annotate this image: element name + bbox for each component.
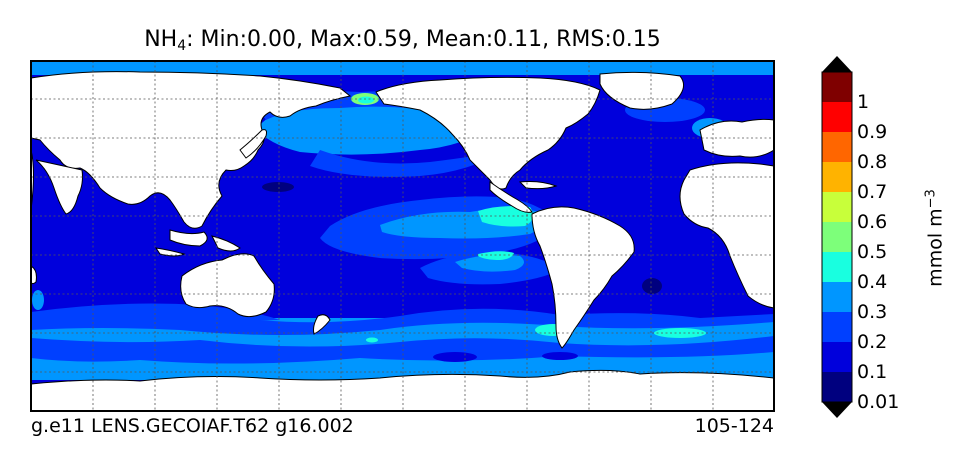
case-name-label: g.e11 LENS.GECOIAF.T62 g16.002 xyxy=(31,415,354,437)
colorbar-tick-label: 1 xyxy=(857,91,870,113)
colorbar-swatch xyxy=(822,282,852,312)
borneo-landmass xyxy=(169,229,208,247)
colorbar-over-triangle xyxy=(822,56,852,72)
colorbar-swatch xyxy=(822,162,852,192)
title-variable: NH xyxy=(144,27,178,52)
south-pacific-peak xyxy=(478,251,514,260)
bering-peak xyxy=(358,96,374,104)
caribbean-islands xyxy=(518,181,558,190)
japan-landmass xyxy=(239,129,267,159)
units-text: mmol m xyxy=(924,208,947,287)
equatorial-peak xyxy=(478,206,534,227)
greenland-landmass xyxy=(599,71,685,110)
colorbar-swatch xyxy=(822,222,852,252)
africa-landmass xyxy=(679,162,774,309)
india-landmass xyxy=(35,159,83,215)
asia-landmass xyxy=(31,71,352,229)
southern-ocean-mid xyxy=(31,336,774,364)
colorbar-tick-label: 0.3 xyxy=(857,301,888,323)
map-plot-area xyxy=(31,61,774,411)
colorbar-tick-label: 0.2 xyxy=(857,331,888,353)
south-atlantic-low xyxy=(642,278,662,294)
north-pacific-gyre-low xyxy=(262,182,294,192)
java-landmass xyxy=(154,247,186,257)
colorbar-swatch xyxy=(822,252,852,282)
colorbar-swatch xyxy=(822,132,852,162)
map-title: NH4: Min:0.00, Max:0.59, Mean:0.11, RMS:… xyxy=(30,26,775,56)
colorbar-swatch xyxy=(822,192,852,222)
title-stats: : Min:0.00, Max:0.59, Mean:0.11, RMS:0.1… xyxy=(186,27,661,52)
colorbar-tick-label: 0.4 xyxy=(857,271,888,293)
south-america-landmass xyxy=(531,206,635,349)
colorbar-tick-label: 0.1 xyxy=(857,361,888,383)
colorbar-swatch xyxy=(822,102,852,132)
colorbar-under-triangle xyxy=(822,402,852,418)
australia-landmass xyxy=(180,253,275,318)
colorbar-tick-label: 0.7 xyxy=(857,181,888,203)
low-patch-drake xyxy=(542,352,578,360)
map-frame xyxy=(30,60,775,412)
colorbar-swatch xyxy=(822,312,852,342)
year-range-label: 105-124 xyxy=(694,415,774,437)
colorbar-swatch xyxy=(822,342,852,372)
colorbar-tick-label: 0.6 xyxy=(857,211,888,233)
low-patch-south-pacific xyxy=(433,352,477,362)
colorbar-swatches xyxy=(822,72,852,402)
colorbar xyxy=(821,56,853,418)
indian-edge-high xyxy=(32,290,44,310)
colorbar-tick-label: 0.01 xyxy=(857,391,900,413)
north-pacific-south-edge xyxy=(310,150,505,177)
title-subscript: 4 xyxy=(177,38,187,54)
cyan-fleck xyxy=(366,337,378,343)
colorbar-frame xyxy=(821,71,853,403)
europe-landmass xyxy=(699,118,774,158)
units-exponent: −3 xyxy=(923,189,939,209)
new-zealand-landmass xyxy=(313,314,331,335)
colorbar-swatch xyxy=(822,372,852,402)
central-america-landmass xyxy=(489,181,533,213)
new-guinea-landmass xyxy=(211,235,241,252)
colorbar-units: mmol m−3 xyxy=(923,189,946,287)
north-america-landmass xyxy=(375,76,601,190)
south-pacific-high xyxy=(455,254,524,272)
colorbar-swatch xyxy=(822,72,852,102)
colorbar-tick-label: 0.9 xyxy=(857,121,888,143)
colorbar-tick-label: 0.5 xyxy=(857,241,888,263)
colorbar-tick-label: 0.8 xyxy=(857,151,888,173)
